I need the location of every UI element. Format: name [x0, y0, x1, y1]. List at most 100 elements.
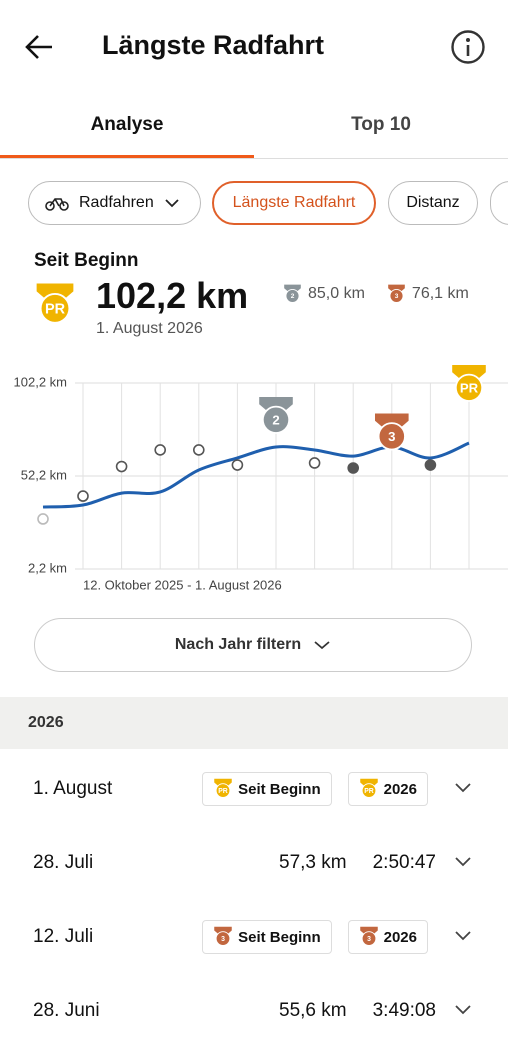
- chevron-path: [455, 857, 471, 867]
- medal-label: PR: [460, 380, 479, 395]
- medal-ribbon: [36, 283, 74, 300]
- list-row[interactable]: 1. August PR Seit Beginn PR 2026: [0, 752, 508, 826]
- info-icon[interactable]: [450, 29, 486, 65]
- chevron-path: [455, 931, 471, 941]
- row-info: 3 Seit Beginn 3 2026: [186, 920, 428, 954]
- medal-label: PR: [45, 302, 66, 318]
- badge: PR Seit Beginn: [202, 772, 332, 806]
- summary-date: 1. August 2026: [96, 320, 203, 337]
- medal-label: 3: [388, 429, 395, 444]
- badge-text: Seit Beginn: [238, 928, 321, 946]
- activity-point: [37, 513, 49, 525]
- tab[interactable]: Top 10: [351, 114, 411, 135]
- medal-disc: [261, 405, 291, 434]
- filter-chip[interactable]: Längste Radfahrt: [212, 181, 376, 225]
- filter-label: Längste Radfahrt: [232, 194, 356, 211]
- bike-icon: [45, 198, 69, 211]
- chevron-path: [455, 783, 471, 793]
- summary-value: 102,2 km: [96, 275, 249, 316]
- badge: 3 2026: [347, 920, 428, 954]
- medal-ribbon: [259, 396, 293, 412]
- page: Längste Radfahrt Analyse Top 10 Radfahre…: [0, 29, 508, 1021]
- activity-point: [424, 459, 437, 471]
- medal-ribbon: [359, 926, 378, 935]
- button-label: Nach Jahr filtern: [174, 636, 302, 653]
- filter-label: Distanz: [406, 194, 460, 211]
- medal: PR: [36, 283, 74, 324]
- medal-ribbon: [284, 284, 301, 292]
- medal-icon: 3: [388, 284, 405, 303]
- medal-label: 2: [272, 412, 279, 427]
- medal-icon: 2: [284, 284, 301, 303]
- medal-point: 3: [375, 413, 409, 451]
- activity-point: [231, 459, 244, 471]
- chevron: [455, 783, 471, 793]
- medal-ribbon: [452, 365, 486, 380]
- badge: PR 2026: [347, 772, 428, 806]
- medal-disc: [361, 931, 376, 946]
- medal-disc: [454, 373, 484, 402]
- medal-point: PR: [452, 365, 486, 402]
- medal-icon: 3: [359, 926, 378, 946]
- medal-disc: [361, 783, 376, 798]
- medal-icon: PR: [214, 778, 232, 798]
- filter-chip[interactable]: [490, 181, 508, 225]
- medal-ribbon: [388, 284, 405, 292]
- divider: [0, 158, 508, 159]
- medal: 2: [284, 284, 301, 303]
- medal-disc: [377, 422, 406, 451]
- filter-chip[interactable]: Distanz: [388, 181, 478, 225]
- medal: PR: [214, 778, 232, 798]
- medal-ribbon: [375, 413, 409, 428]
- badge: 3 Seit Beginn: [202, 920, 332, 954]
- medal-holder: PR: [34, 282, 76, 333]
- row-distance: 55,6 km: [279, 1000, 347, 1021]
- section-header: 2026: [0, 697, 508, 749]
- chevron: [314, 641, 330, 650]
- back-icon[interactable]: [24, 33, 54, 61]
- tab-indicator: [0, 155, 254, 159]
- list-row[interactable]: 28. Juli 57,3 km 2:50:47: [0, 826, 508, 900]
- medal-point: 2: [259, 396, 293, 434]
- y-tick-label: 102,2 km: [14, 374, 67, 389]
- trend-line: [42, 441, 470, 509]
- row-info: 55,6 km 3:49:08: [279, 1000, 436, 1022]
- chevron-path: [455, 1005, 471, 1015]
- chevron: [455, 1005, 471, 1015]
- chevron: [455, 931, 471, 941]
- chevron: [455, 857, 471, 867]
- list-row[interactable]: 28. Juni 55,6 km 3:49:08: [0, 974, 508, 1048]
- activity-point: [308, 457, 321, 469]
- medal-label: 2: [291, 293, 295, 300]
- medal-ribbon: [359, 778, 378, 787]
- medal-icon: 3: [214, 926, 232, 946]
- activity-point: [115, 460, 128, 473]
- medal: 2: [259, 396, 293, 434]
- medal: 3: [359, 926, 378, 946]
- medal-ribbon: [214, 778, 232, 787]
- row-time: 2:50:47: [372, 852, 436, 873]
- section-label: 2026: [28, 714, 64, 731]
- activity-point: [193, 444, 205, 456]
- tab[interactable]: Analyse: [90, 114, 164, 135]
- medal: PR: [359, 778, 378, 798]
- row-date: 12. Juli: [33, 926, 94, 947]
- medal-icon: PR: [36, 283, 74, 324]
- badge-text: 2026: [383, 780, 417, 798]
- medal: PR: [452, 365, 486, 402]
- medal: 3: [214, 926, 232, 946]
- medal-disc: [389, 288, 404, 303]
- chart: 102,2 km 52,2 km 2,2 km 12. Oktober 2025 - …: [14, 365, 508, 592]
- medal-ribbon: [214, 926, 232, 935]
- medal-label: 3: [367, 936, 371, 943]
- badge-text: 2026: [383, 928, 417, 946]
- medal-label: PR: [218, 788, 228, 795]
- row-date: 28. Juli: [33, 852, 94, 873]
- year-filter-button[interactable]: Nach Jahr filtern: [34, 618, 472, 672]
- filter-chip[interactable]: Radfahren: [28, 181, 201, 225]
- medal-label: 3: [221, 936, 225, 943]
- badge-text: Seit Beginn: [238, 780, 321, 798]
- medal-disc: [215, 931, 231, 946]
- list-row[interactable]: 12. Juli 3 Seit Beginn 3 2026: [0, 900, 508, 974]
- activity-point: [347, 462, 360, 474]
